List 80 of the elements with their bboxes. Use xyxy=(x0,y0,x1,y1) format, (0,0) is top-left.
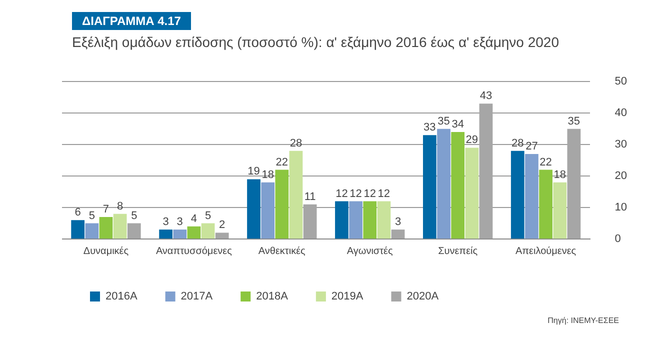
data-label: 3 xyxy=(176,216,183,228)
data-label: 3 xyxy=(162,216,169,228)
data-label: 12 xyxy=(350,188,362,200)
bar xyxy=(85,223,99,239)
y-tick-label: 0 xyxy=(614,233,621,246)
x-tick-label: Δυναμικές xyxy=(83,246,129,257)
x-tick-label: Συνεπείς xyxy=(438,246,478,257)
legend-label: 2016Α xyxy=(106,290,138,303)
bar xyxy=(275,170,289,239)
x-tick-label: Αγωνιστές xyxy=(346,246,393,257)
bar xyxy=(349,201,362,239)
data-label: 5 xyxy=(204,210,212,222)
y-tick-label: 20 xyxy=(614,170,628,182)
bar xyxy=(539,170,552,239)
data-label: 18 xyxy=(554,168,566,181)
bar xyxy=(510,150,524,239)
data-label: 29 xyxy=(466,134,478,146)
data-label: 3 xyxy=(394,216,402,228)
data-label: 22 xyxy=(276,156,288,168)
data-label: 12 xyxy=(364,188,376,200)
data-label: 12 xyxy=(336,188,348,200)
bar xyxy=(99,216,113,239)
data-label: 5 xyxy=(88,210,95,222)
y-tick-label: 50 xyxy=(614,76,628,88)
bar xyxy=(567,128,581,239)
bar xyxy=(71,220,85,239)
data-label: 33 xyxy=(424,122,436,134)
data-label: 7 xyxy=(102,203,110,216)
data-label: 4 xyxy=(190,212,198,225)
data-label: 27 xyxy=(526,140,538,153)
bar xyxy=(422,135,436,239)
data-label: 18 xyxy=(262,168,274,181)
y-tick-label: 30 xyxy=(614,138,628,151)
bar xyxy=(553,182,567,239)
bar xyxy=(201,223,215,239)
legend-label: 2019Α xyxy=(331,290,364,303)
x-tick-label: Απειλούμενες xyxy=(515,246,576,257)
bar xyxy=(363,201,377,239)
data-label: 34 xyxy=(452,118,464,130)
data-label: 6 xyxy=(74,206,81,219)
bar xyxy=(187,226,201,239)
chart-title: ΔΙΑΓΡΑΜΜΑ 4.17 xyxy=(72,12,191,30)
data-label: 19 xyxy=(248,166,260,178)
data-label: 11 xyxy=(304,190,316,203)
bar xyxy=(173,230,187,239)
data-label: 43 xyxy=(480,90,492,102)
data-label: 5 xyxy=(131,210,138,222)
legend-label: 2017Α xyxy=(180,290,214,303)
chart-subtitle: Εξέλιξη ομάδων επίδοσης (ποσοστό %): α' εξάμηνο 2016 έως α' εξάμηνο 2020 xyxy=(72,34,560,50)
y-tick-label: 40 xyxy=(614,107,628,120)
bar xyxy=(127,223,141,239)
data-label: 35 xyxy=(568,115,580,128)
bar xyxy=(303,204,317,239)
bar xyxy=(391,230,405,239)
x-tick-label: Αναπτυσσόμενες xyxy=(156,246,232,257)
x-tick-label: Ανθεκτικές xyxy=(258,246,306,257)
text: Πηγή: ΙΝΕΜΥ-ΕΣΕΕ xyxy=(548,316,619,325)
bar xyxy=(479,104,493,239)
bar xyxy=(335,201,348,239)
bar xyxy=(465,148,479,239)
bar xyxy=(377,201,391,239)
bar xyxy=(113,214,127,239)
data-label: 2 xyxy=(219,219,226,232)
bar xyxy=(437,128,450,239)
bar xyxy=(159,230,172,239)
bar xyxy=(215,232,229,239)
bar xyxy=(525,154,538,239)
data-label: 28 xyxy=(512,137,524,150)
data-label: 35 xyxy=(438,115,450,128)
bar xyxy=(247,179,260,239)
bar xyxy=(451,132,465,239)
bar xyxy=(261,182,275,239)
data-label: 28 xyxy=(290,137,302,150)
y-tick-label: 10 xyxy=(614,202,628,214)
bar xyxy=(289,150,303,239)
data-label: 8 xyxy=(116,200,124,212)
legend-label: 2018Α xyxy=(256,290,289,303)
legend-label: 2020Α xyxy=(406,290,440,303)
data-label: 22 xyxy=(540,156,552,168)
data-label: 12 xyxy=(378,188,390,200)
